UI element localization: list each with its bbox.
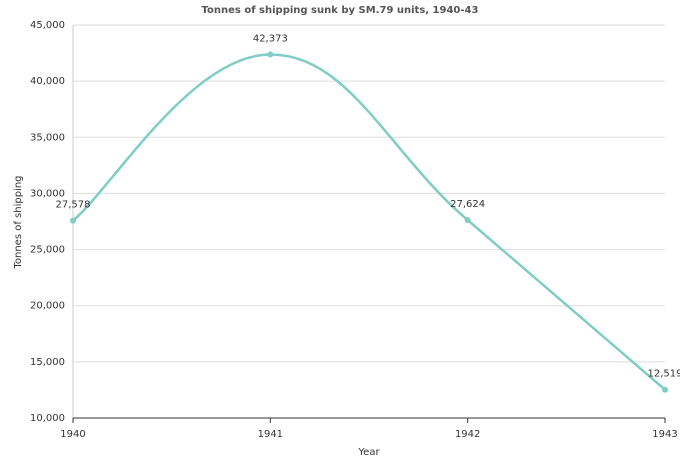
point (662, 386, 668, 393)
value-label: 12,519 (648, 369, 680, 380)
y-tick-label: 30,000 (30, 188, 65, 199)
value-label: 42,373 (253, 33, 288, 44)
point (464, 217, 471, 224)
y-tick-label: 40,000 (30, 76, 65, 87)
line (72, 53, 666, 391)
x-tick-label: 1942 (455, 429, 480, 440)
y-tick-label: 35,000 (30, 132, 65, 143)
y-axis-label: Tonnes of shipping (13, 175, 24, 269)
y-tick-label: 10,000 (30, 413, 65, 424)
x-tick-label: 1940 (60, 429, 85, 440)
point (267, 51, 274, 58)
point (70, 217, 76, 224)
chart-title: Tonnes of shipping sunk by SM.79 units, … (202, 5, 479, 16)
x-tick-label: 1941 (258, 429, 283, 440)
x-tick-label: 1943 (652, 429, 677, 440)
y-tick-label: 45,000 (30, 20, 65, 31)
value-label: 27,578 (56, 200, 91, 211)
x-axis-label: Year (357, 447, 380, 458)
y-tick-label: 15,000 (30, 357, 65, 368)
y-tick-label: 20,000 (30, 301, 65, 312)
y-tick-label: 25,000 (30, 245, 65, 256)
value-label: 27,624 (450, 199, 485, 210)
